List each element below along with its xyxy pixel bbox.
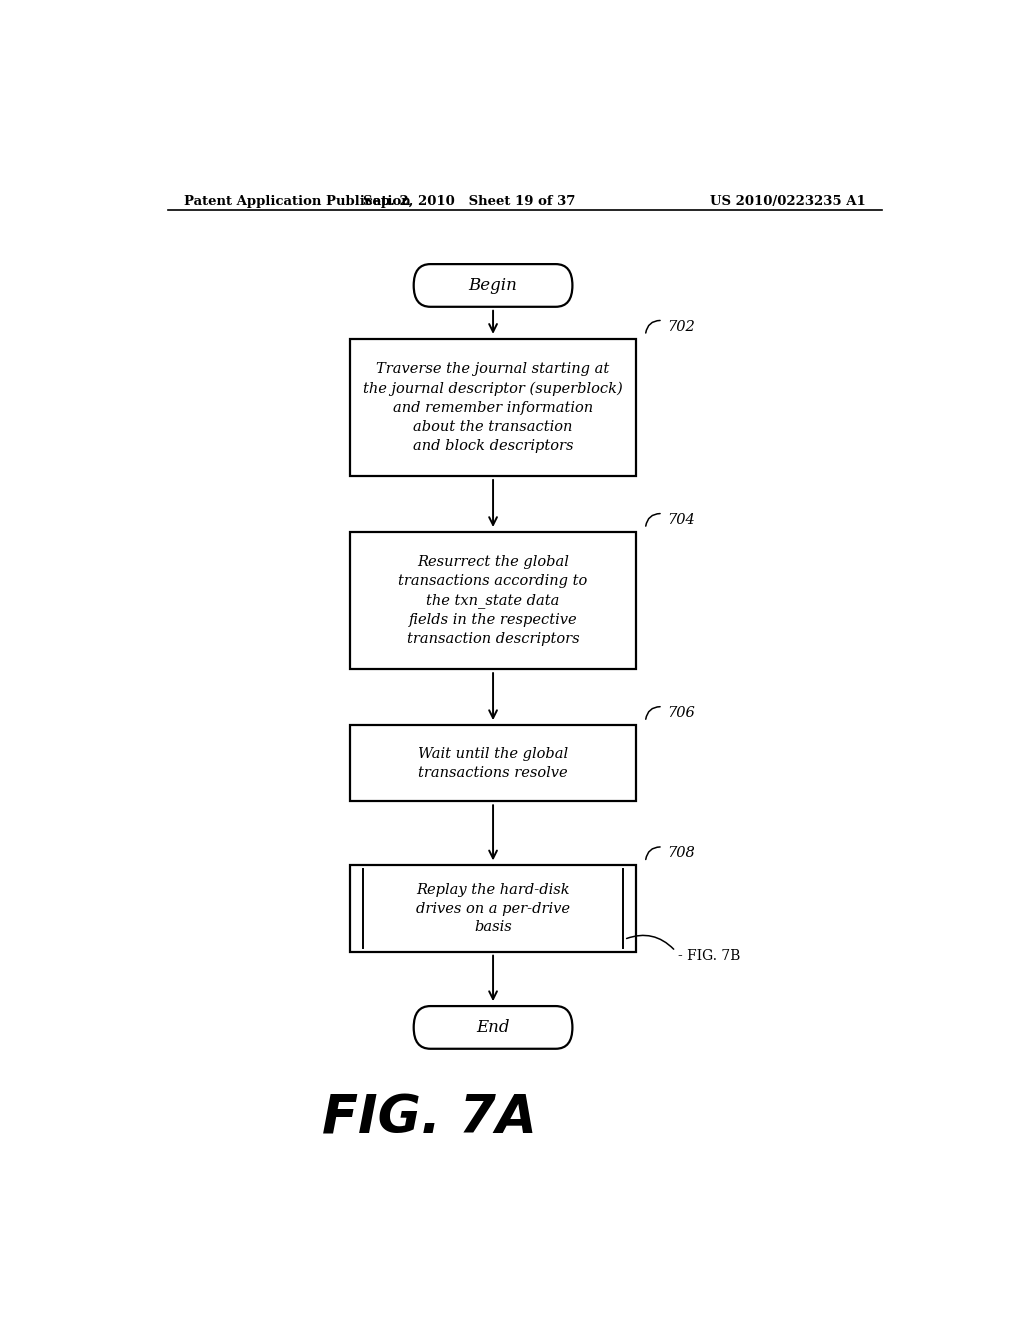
Text: Sep. 2, 2010   Sheet 19 of 37: Sep. 2, 2010 Sheet 19 of 37 bbox=[364, 194, 575, 207]
Text: 706: 706 bbox=[668, 706, 695, 719]
Text: Wait until the global
transactions resolve: Wait until the global transactions resol… bbox=[418, 747, 568, 780]
Text: End: End bbox=[476, 1019, 510, 1036]
Text: Replay the hard-disk
drives on a per-drive
basis: Replay the hard-disk drives on a per-dri… bbox=[416, 883, 570, 935]
Text: FIG. 7A: FIG. 7A bbox=[323, 1093, 537, 1144]
Bar bbox=[350, 725, 636, 801]
Text: US 2010/0223235 A1: US 2010/0223235 A1 bbox=[711, 194, 866, 207]
Text: Resurrect the global
transactions according to
the txn_state data
fields in the : Resurrect the global transactions accord… bbox=[398, 556, 588, 645]
FancyBboxPatch shape bbox=[414, 1006, 572, 1049]
Text: Begin: Begin bbox=[469, 277, 517, 294]
Bar bbox=[350, 339, 636, 477]
Text: 708: 708 bbox=[668, 846, 695, 861]
FancyBboxPatch shape bbox=[414, 264, 572, 306]
Text: Patent Application Publication: Patent Application Publication bbox=[183, 194, 411, 207]
Bar bbox=[350, 532, 636, 669]
Text: 702: 702 bbox=[668, 319, 695, 334]
Text: 704: 704 bbox=[668, 512, 695, 527]
Bar bbox=[350, 866, 636, 952]
Text: Traverse the journal starting at
the journal descriptor (superblock)
and remembe: Traverse the journal starting at the jou… bbox=[364, 362, 623, 453]
Text: - FIG. 7B: - FIG. 7B bbox=[678, 949, 740, 964]
